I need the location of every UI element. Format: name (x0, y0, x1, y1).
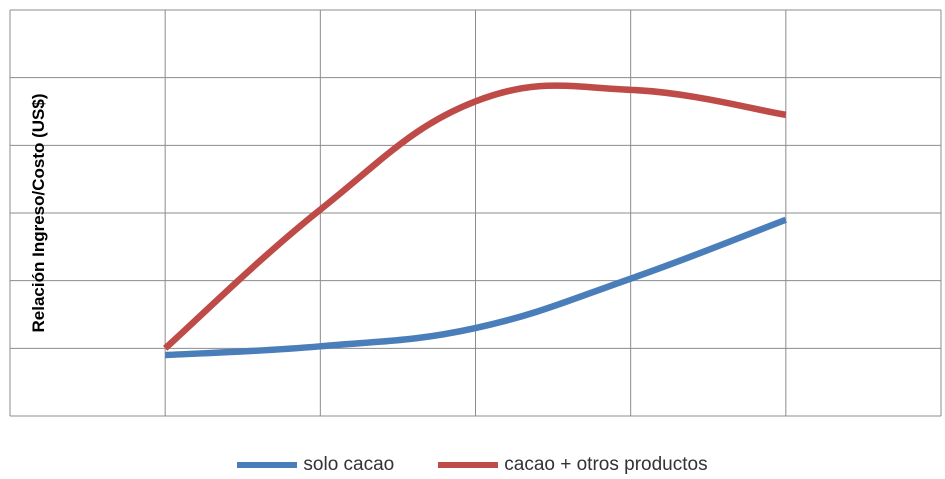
legend-item-cacao-otros: cacao + otros productos (438, 453, 708, 476)
legend-swatch-cacao-otros (438, 461, 499, 468)
y-axis-label: Relación Ingreso/Costo (US$) (29, 94, 48, 333)
legend: solo cacao cacao + otros productos (0, 450, 945, 479)
legend-item-solo-cacao: solo cacao (237, 454, 394, 476)
legend-label-solo-cacao: solo cacao (303, 453, 395, 475)
grid-lines (9, 9, 942, 417)
series-lines (163, 82, 787, 359)
line-chart: Relación Ingreso/Costo (US$) (9, 9, 942, 417)
legend-label-cacao-otros: cacao + otros productos (504, 453, 708, 475)
series-line-solo-cacao (164, 216, 787, 359)
legend-swatch-solo-cacao (237, 461, 298, 468)
series-line-cacao-otros (163, 82, 787, 351)
